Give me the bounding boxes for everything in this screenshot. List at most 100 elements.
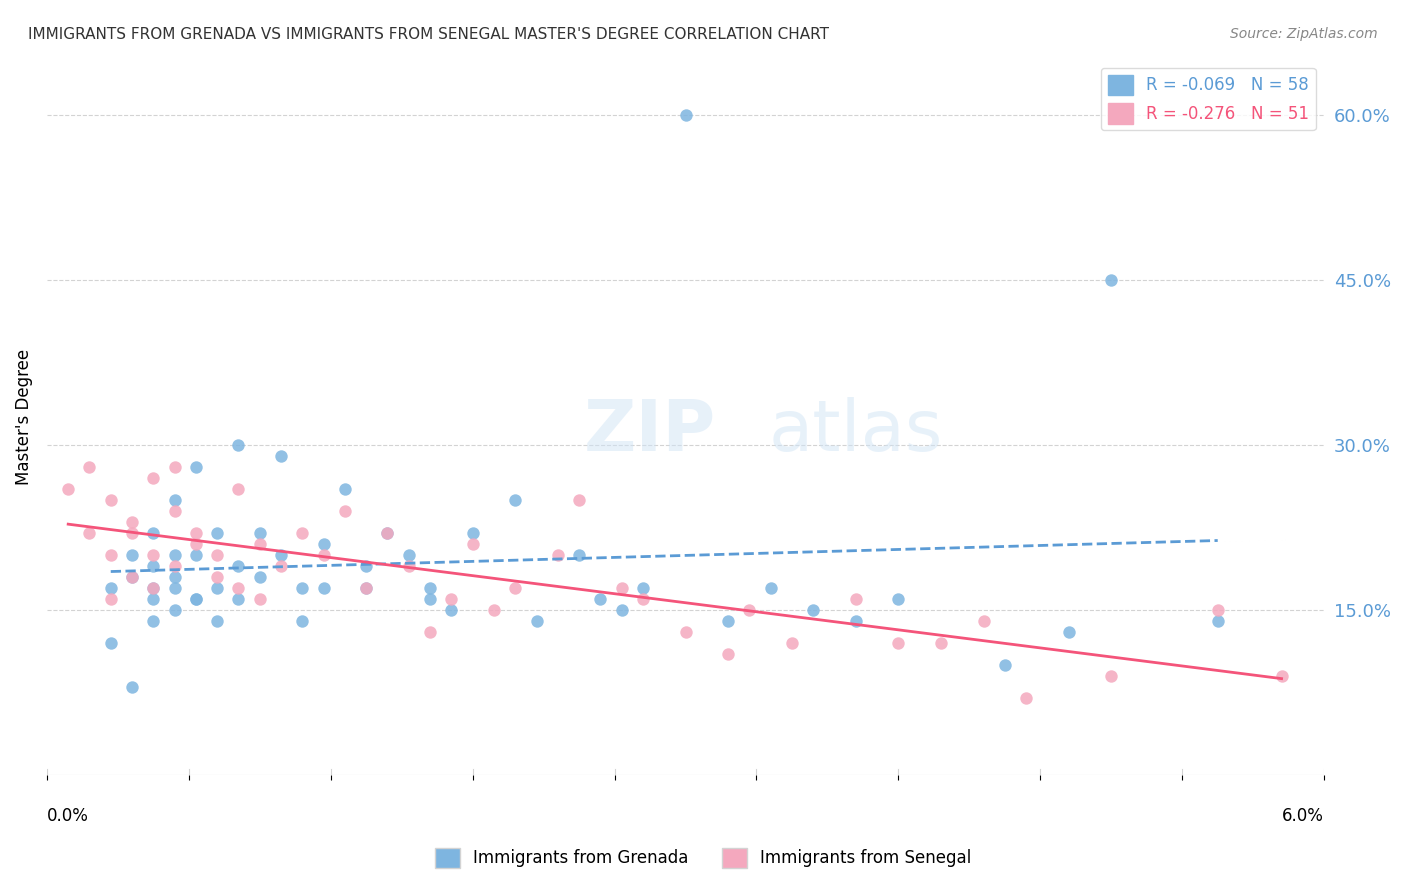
Point (79, 525, 101, 540)
Point (121, 569, 143, 583)
Point (142, 525, 165, 540)
Point (205, 614, 228, 628)
Point (249, 525, 271, 540)
Point (631, 591, 654, 606)
Point (419, 591, 441, 606)
Point (142, 548, 165, 562)
Point (377, 525, 399, 540)
Text: 6.0%: 6.0% (1282, 806, 1324, 825)
Point (503, 492, 526, 507)
Point (270, 548, 292, 562)
Point (270, 558, 292, 573)
Point (79, 459, 101, 474)
Point (929, 635, 952, 649)
Point (184, 525, 207, 540)
Legend: Immigrants from Grenada, Immigrants from Senegal: Immigrants from Grenada, Immigrants from… (427, 841, 979, 875)
Point (610, 581, 633, 595)
Point (780, 635, 803, 649)
Point (440, 602, 463, 616)
Point (1057, 624, 1080, 639)
Text: Source: ZipAtlas.com: Source: ZipAtlas.com (1230, 27, 1378, 41)
Point (377, 525, 399, 540)
Legend: R = -0.069   N = 58, R = -0.276   N = 51: R = -0.069 N = 58, R = -0.276 N = 51 (1101, 68, 1316, 130)
Point (205, 525, 228, 540)
Point (1206, 614, 1229, 628)
Point (142, 581, 165, 595)
Point (398, 548, 420, 562)
Point (100, 581, 122, 595)
Text: ZIP: ZIP (583, 397, 716, 466)
Point (249, 536, 271, 550)
Point (163, 459, 186, 474)
Point (503, 581, 526, 595)
Point (354, 581, 377, 595)
Point (121, 569, 143, 583)
Point (675, 624, 697, 639)
Point (440, 591, 463, 606)
Point (184, 591, 207, 606)
Point (568, 492, 591, 507)
Point (205, 548, 228, 562)
Point (163, 581, 186, 595)
Point (845, 614, 868, 628)
Point (610, 602, 633, 616)
Point (312, 536, 335, 550)
Point (717, 614, 740, 628)
Point (228, 437, 250, 451)
Point (461, 525, 484, 540)
Point (568, 548, 591, 562)
Point (291, 525, 314, 540)
Point (142, 614, 165, 628)
Point (845, 591, 868, 606)
Point (1099, 668, 1122, 682)
Point (163, 492, 186, 507)
Point (142, 581, 165, 595)
Point (589, 591, 612, 606)
Point (354, 581, 377, 595)
Point (717, 647, 740, 661)
Point (312, 548, 335, 562)
Point (631, 581, 654, 595)
Text: 0.0%: 0.0% (46, 806, 89, 825)
Point (1015, 690, 1038, 705)
Point (312, 581, 335, 595)
Point (461, 536, 484, 550)
Point (333, 503, 356, 517)
Point (163, 569, 186, 583)
Point (398, 558, 420, 573)
Point (184, 459, 207, 474)
Point (333, 482, 356, 496)
Point (973, 614, 995, 628)
Point (121, 525, 143, 540)
Point (759, 581, 782, 595)
Point (184, 591, 207, 606)
Point (291, 581, 314, 595)
Point (100, 492, 122, 507)
Point (482, 602, 505, 616)
Point (270, 449, 292, 463)
Point (738, 602, 761, 616)
Point (100, 591, 122, 606)
Point (419, 624, 441, 639)
Point (163, 548, 186, 562)
Point (121, 680, 143, 694)
Point (205, 581, 228, 595)
Point (994, 657, 1017, 672)
Text: IMMIGRANTS FROM GRENADA VS IMMIGRANTS FROM SENEGAL MASTER'S DEGREE CORRELATION C: IMMIGRANTS FROM GRENADA VS IMMIGRANTS FR… (28, 27, 830, 42)
Point (547, 548, 569, 562)
Point (142, 558, 165, 573)
Point (675, 107, 697, 121)
Point (142, 470, 165, 484)
Point (205, 569, 228, 583)
Point (100, 548, 122, 562)
Point (249, 591, 271, 606)
Point (801, 602, 824, 616)
Point (163, 558, 186, 573)
Y-axis label: Master's Degree: Master's Degree (15, 349, 32, 485)
Point (56, 482, 79, 496)
Point (291, 614, 314, 628)
Point (142, 591, 165, 606)
Text: atlas: atlas (769, 397, 943, 466)
Point (1271, 668, 1294, 682)
Point (100, 635, 122, 649)
